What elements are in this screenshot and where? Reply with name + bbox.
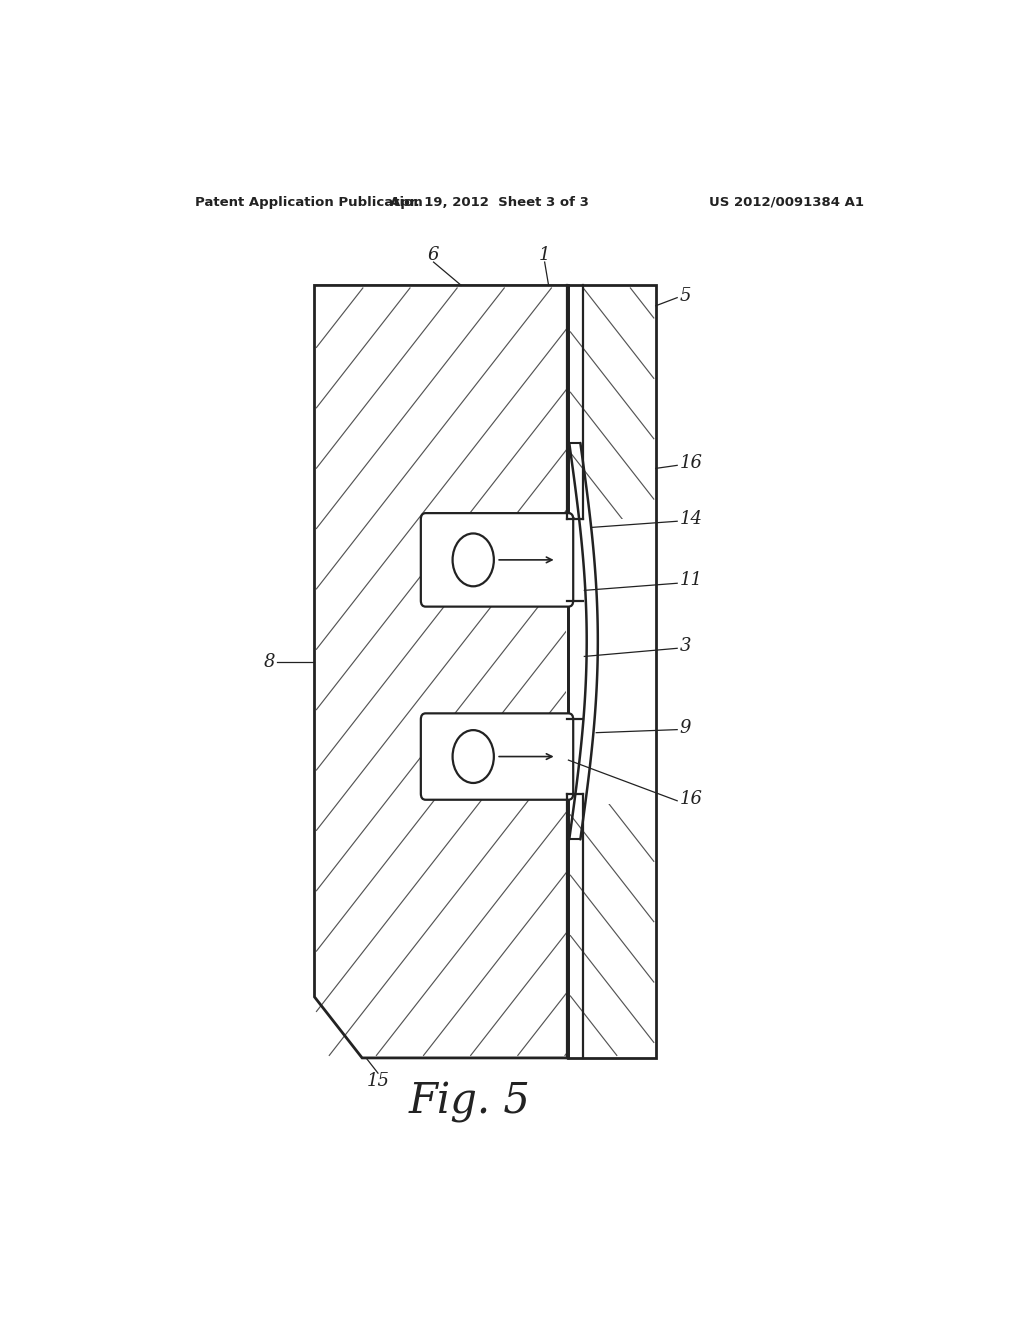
FancyBboxPatch shape [422, 515, 572, 606]
Text: Patent Application Publication: Patent Application Publication [196, 195, 423, 209]
Text: 9: 9 [680, 718, 691, 737]
Text: 5: 5 [680, 286, 691, 305]
Text: 3: 3 [680, 638, 691, 655]
Text: Apr. 19, 2012  Sheet 3 of 3: Apr. 19, 2012 Sheet 3 of 3 [390, 195, 589, 209]
Text: 16: 16 [680, 789, 702, 808]
FancyBboxPatch shape [421, 513, 573, 607]
FancyBboxPatch shape [422, 714, 572, 799]
Text: 11: 11 [680, 572, 702, 589]
Text: 15: 15 [367, 1072, 389, 1090]
Text: 1: 1 [539, 246, 550, 264]
Text: US 2012/0091384 A1: US 2012/0091384 A1 [710, 195, 864, 209]
Bar [568, 285, 655, 1057]
Bar [566, 519, 655, 804]
Text: 16: 16 [680, 454, 702, 473]
Text: 8: 8 [263, 652, 274, 671]
FancyBboxPatch shape [421, 713, 573, 800]
Text: Fig. 5: Fig. 5 [409, 1081, 530, 1122]
Text: 14: 14 [680, 511, 702, 528]
Text: 6: 6 [428, 246, 439, 264]
